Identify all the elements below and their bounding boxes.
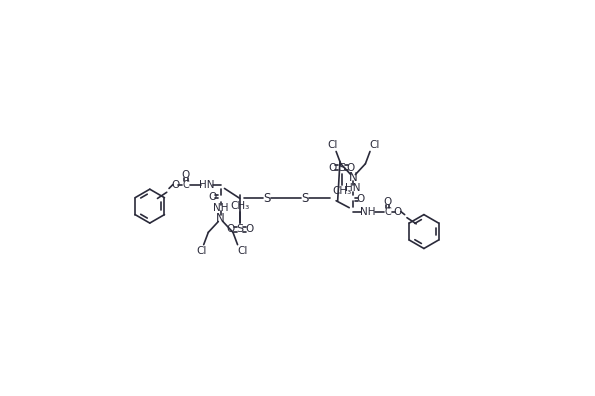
Text: HN: HN — [199, 179, 215, 190]
Text: Cl: Cl — [196, 246, 206, 256]
Text: O: O — [394, 207, 402, 217]
Text: HN: HN — [345, 183, 361, 193]
Text: O: O — [347, 163, 355, 173]
Text: S: S — [236, 224, 243, 234]
Text: Cl: Cl — [328, 140, 338, 150]
Text: C: C — [183, 179, 189, 190]
Text: O: O — [245, 224, 253, 234]
Text: CH₃: CH₃ — [230, 201, 249, 211]
Text: Cl: Cl — [369, 140, 380, 150]
Text: S: S — [263, 192, 271, 205]
Text: N: N — [216, 212, 225, 225]
Text: S: S — [338, 163, 345, 173]
Text: O: O — [384, 196, 392, 207]
Text: O: O — [172, 179, 180, 190]
Text: C: C — [384, 207, 391, 217]
Text: Cl: Cl — [237, 246, 248, 256]
Text: S: S — [302, 192, 309, 205]
Text: O: O — [182, 169, 190, 179]
Text: O: O — [209, 192, 217, 202]
Text: CH₃: CH₃ — [332, 186, 351, 196]
Text: N: N — [349, 171, 358, 184]
Text: NH: NH — [360, 207, 375, 217]
Text: O: O — [328, 163, 336, 173]
Text: O: O — [227, 224, 235, 234]
Text: O: O — [356, 194, 365, 204]
Text: NH: NH — [213, 203, 228, 213]
